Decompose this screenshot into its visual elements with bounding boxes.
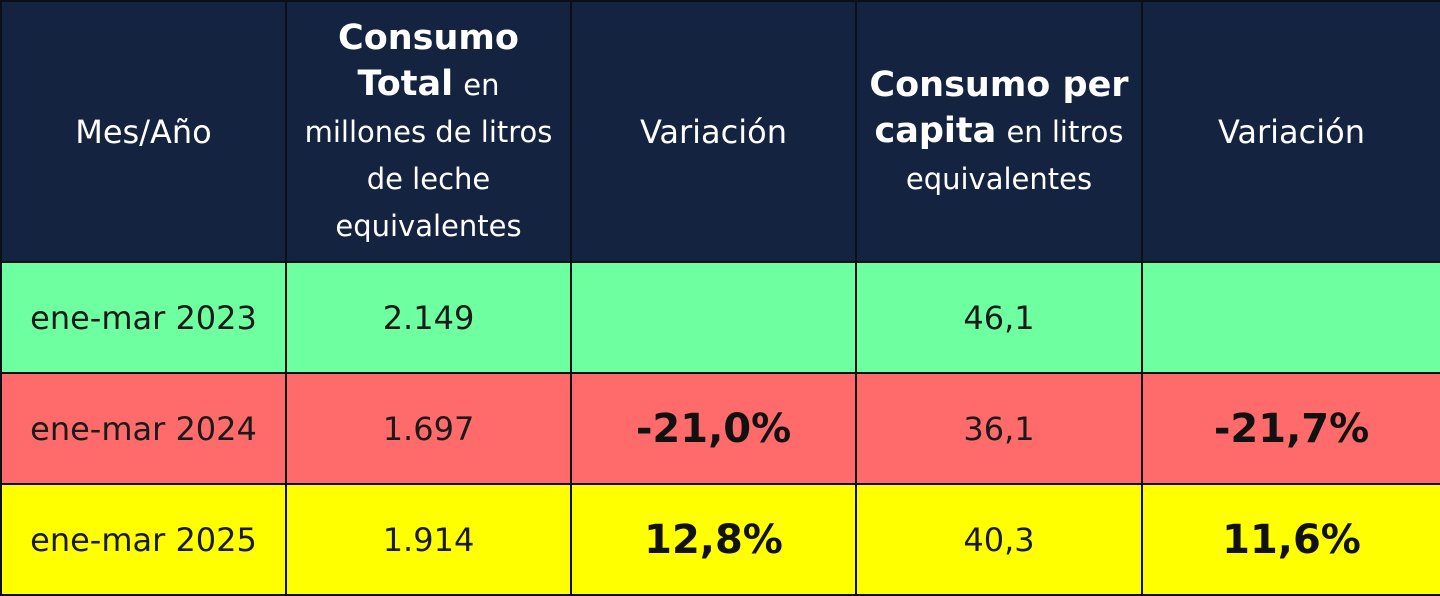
header-per-capita-variation: Variación — [1141, 0, 1440, 263]
header-period: Mes/Año — [0, 0, 287, 263]
table-row: ene-mar 2025 1.914 12,8% 40,3 11,6% — [0, 483, 1440, 596]
header-per-capita-title-a: Consumo per — [869, 64, 1129, 105]
header-per-capita-desc-a: en litros — [1006, 114, 1124, 149]
header-per-capita-title-b: capita — [874, 110, 997, 151]
cell-per-capita-variation: -21,7% — [1141, 372, 1440, 485]
cell-per-capita: 46,1 — [855, 261, 1143, 374]
table-row: ene-mar 2024 1.697 -21,0% 36,1 -21,7% — [0, 372, 1440, 485]
cell-total-variation — [570, 261, 857, 374]
header-per-capita: Consumo per capita en litros equivalente… — [855, 0, 1143, 263]
cell-period: ene-mar 2024 — [0, 372, 287, 485]
cell-total: 2.149 — [285, 261, 572, 374]
header-total-desc-b: millones de litros — [304, 114, 553, 149]
header-per-capita-desc-b: equivalentes — [905, 161, 1093, 196]
cell-total-variation: -21,0% — [570, 372, 857, 485]
header-per-capita-variation-label: Variación — [1217, 112, 1365, 151]
cell-period: ene-mar 2025 — [0, 483, 287, 596]
cell-per-capita: 36,1 — [855, 372, 1143, 485]
header-period-label: Mes/Año — [75, 112, 212, 151]
cell-per-capita-variation — [1141, 261, 1440, 374]
cell-total: 1.914 — [285, 483, 572, 596]
table-row: ene-mar 2023 2.149 46,1 — [0, 261, 1440, 374]
cell-per-capita: 40,3 — [855, 483, 1143, 596]
header-total-desc-d: equivalentes — [335, 208, 522, 243]
cell-per-capita-variation: 11,6% — [1141, 483, 1440, 596]
header-total-title-b: Total — [357, 63, 454, 104]
header-total-variation: Variación — [570, 0, 857, 263]
header-total-variation-label: Variación — [639, 112, 787, 151]
header-total-title-a: Consumo — [338, 17, 519, 58]
header-total-consumption: Consumo Total en millones de litros de l… — [285, 0, 572, 263]
cell-total-variation: 12,8% — [570, 483, 857, 596]
header-row: Mes/Año Consumo Total en millones de lit… — [0, 0, 1440, 263]
header-total-desc-c: de leche — [366, 161, 491, 196]
header-total-desc-a: en — [463, 67, 500, 102]
cell-period: ene-mar 2023 — [0, 261, 287, 374]
cell-total: 1.697 — [285, 372, 572, 485]
